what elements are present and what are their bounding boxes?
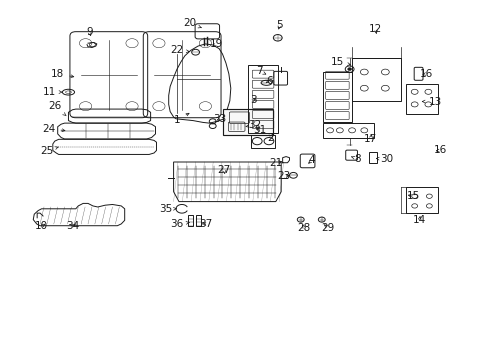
FancyBboxPatch shape: [223, 109, 273, 135]
Circle shape: [347, 68, 351, 71]
Text: 36: 36: [170, 219, 189, 229]
Text: 9: 9: [86, 27, 93, 37]
Text: 37: 37: [198, 219, 212, 229]
Text: 28: 28: [297, 222, 310, 233]
Text: 31: 31: [253, 125, 266, 135]
Text: 24: 24: [42, 123, 65, 134]
Text: 17: 17: [363, 134, 377, 144]
Text: 16: 16: [432, 145, 446, 156]
Text: 4: 4: [308, 155, 315, 165]
Text: 29: 29: [320, 222, 334, 233]
Text: 7: 7: [255, 66, 265, 76]
Text: 23: 23: [276, 171, 290, 181]
Text: 18: 18: [51, 69, 74, 79]
Text: 20: 20: [183, 18, 201, 28]
Text: 26: 26: [48, 101, 66, 116]
Text: 30: 30: [376, 154, 392, 164]
Text: 15: 15: [406, 191, 419, 201]
Text: 13: 13: [422, 96, 441, 107]
Text: 34: 34: [65, 221, 79, 231]
Text: 25: 25: [40, 146, 59, 156]
Text: 19: 19: [209, 39, 223, 49]
Text: 6: 6: [265, 76, 273, 86]
Text: 22: 22: [170, 45, 189, 55]
Text: 27: 27: [217, 165, 230, 175]
Text: 11: 11: [43, 87, 62, 97]
Text: 33: 33: [213, 114, 226, 124]
Text: 14: 14: [412, 215, 426, 225]
Text: 3: 3: [249, 95, 256, 105]
Text: 5: 5: [276, 20, 283, 30]
Text: 16: 16: [419, 69, 432, 79]
Text: 8: 8: [351, 154, 361, 164]
Text: 32: 32: [245, 120, 262, 130]
Text: 12: 12: [368, 24, 382, 34]
Text: 1: 1: [174, 113, 189, 125]
Text: 35: 35: [159, 204, 176, 214]
Text: 21: 21: [269, 158, 283, 168]
Text: 15: 15: [330, 57, 349, 67]
Text: 10: 10: [35, 221, 48, 231]
Text: 2: 2: [266, 133, 273, 143]
